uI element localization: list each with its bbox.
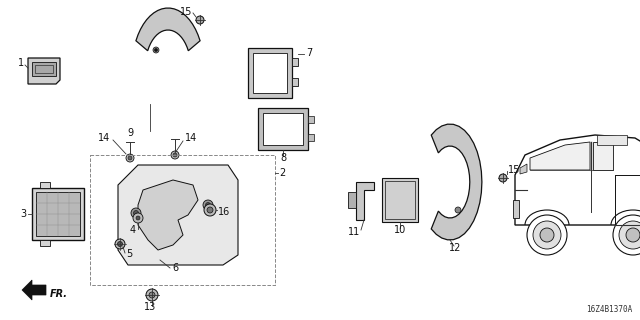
Text: 9: 9 [127, 128, 133, 138]
Polygon shape [515, 135, 640, 225]
Circle shape [613, 215, 640, 255]
Bar [248, 48, 292, 98]
Circle shape [455, 207, 461, 213]
Circle shape [154, 49, 157, 52]
Text: 2: 2 [279, 168, 285, 178]
Circle shape [153, 47, 159, 53]
Bar [597, 135, 627, 145]
Polygon shape [593, 142, 613, 170]
Bar [513, 200, 519, 218]
Bar [40, 182, 50, 188]
Bar [263, 113, 303, 145]
Text: 7: 7 [306, 48, 312, 58]
Circle shape [173, 153, 177, 157]
Polygon shape [431, 124, 482, 240]
Bar [615, 175, 640, 225]
Circle shape [626, 228, 640, 242]
Circle shape [204, 204, 216, 216]
Circle shape [126, 154, 134, 162]
Bar [32, 188, 84, 240]
Polygon shape [118, 165, 238, 265]
Text: 6: 6 [172, 263, 178, 273]
Circle shape [207, 207, 213, 213]
Bar [308, 134, 314, 141]
Circle shape [533, 221, 561, 249]
Polygon shape [520, 164, 527, 174]
Circle shape [146, 289, 158, 301]
Circle shape [527, 215, 567, 255]
Circle shape [203, 200, 213, 210]
Text: 4: 4 [130, 225, 136, 235]
Text: 13: 13 [144, 302, 156, 312]
Polygon shape [138, 180, 198, 250]
Bar [253, 53, 287, 93]
Text: 3: 3 [20, 209, 26, 219]
Text: 15: 15 [180, 7, 192, 17]
Text: 8: 8 [280, 153, 286, 163]
Text: 11: 11 [348, 227, 360, 237]
Circle shape [128, 156, 132, 160]
Text: 12: 12 [449, 243, 461, 253]
Bar [258, 108, 308, 150]
Text: FR.: FR. [50, 289, 68, 299]
Text: 16: 16 [218, 207, 230, 217]
Circle shape [133, 213, 143, 223]
Bar [348, 192, 356, 208]
Bar [90, 155, 275, 285]
Bar [35, 65, 53, 73]
Text: 14: 14 [98, 133, 110, 143]
Circle shape [115, 239, 125, 249]
Bar [292, 78, 298, 86]
Text: 15: 15 [508, 165, 520, 175]
Circle shape [131, 208, 141, 218]
Circle shape [118, 242, 122, 246]
Bar [32, 62, 56, 76]
Text: 5: 5 [126, 249, 132, 259]
Text: 1: 1 [18, 58, 24, 68]
Circle shape [619, 221, 640, 249]
Bar [36, 192, 80, 236]
Polygon shape [28, 58, 60, 84]
Text: 10: 10 [394, 225, 406, 235]
Text: 14: 14 [185, 133, 197, 143]
Polygon shape [356, 182, 374, 220]
Circle shape [134, 211, 138, 215]
Bar [292, 58, 298, 66]
Bar [308, 116, 314, 123]
Polygon shape [136, 8, 200, 51]
Polygon shape [22, 280, 46, 300]
Circle shape [540, 228, 554, 242]
Circle shape [205, 203, 211, 207]
Bar [385, 181, 415, 219]
Circle shape [149, 292, 155, 298]
Circle shape [136, 216, 140, 220]
Bar [40, 240, 50, 246]
Circle shape [196, 16, 204, 24]
Circle shape [171, 151, 179, 159]
Text: 16Z4B1370A: 16Z4B1370A [586, 305, 632, 314]
Bar [382, 178, 418, 222]
Circle shape [499, 174, 507, 182]
Polygon shape [530, 142, 590, 170]
